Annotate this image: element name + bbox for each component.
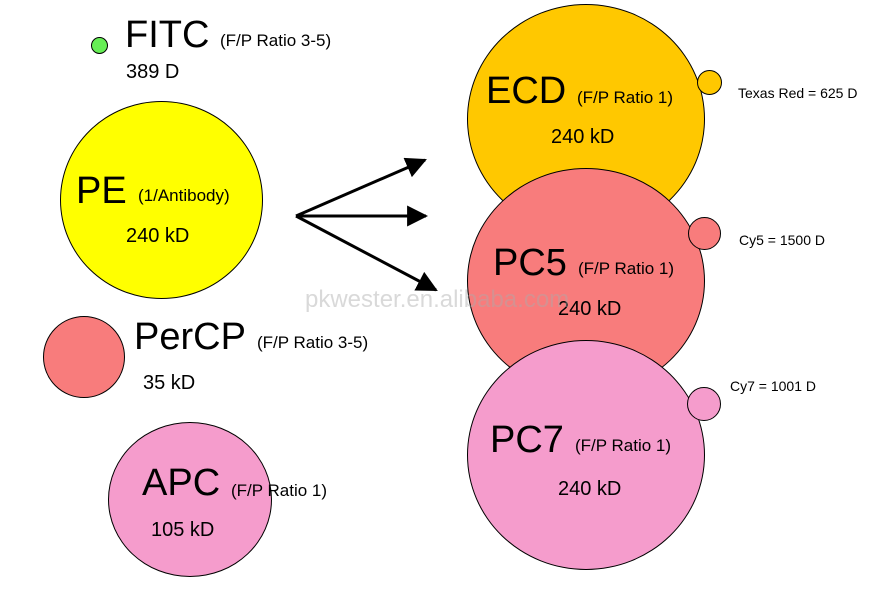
pc7-size: 240 kD	[558, 478, 622, 500]
fitc-name: FITC	[125, 14, 210, 56]
pe-size: 240 kD	[126, 225, 190, 247]
percp-name: PerCP	[134, 316, 246, 358]
texas-red-note: Texas Red = 625 D	[738, 85, 858, 101]
cy7-dot	[687, 387, 721, 421]
watermark: pkwester.en.alibaba.com	[305, 286, 570, 313]
apc-circle	[108, 422, 272, 577]
pe-ratio: (1/Antibody)	[138, 186, 230, 205]
arrow-to-ecd	[295, 157, 427, 218]
pc5-size: 240 kD	[558, 298, 622, 320]
apc-size: 105 kD	[151, 519, 215, 541]
cy5-note: Cy5 = 1500 D	[739, 232, 825, 248]
apc-ratio: (F/P Ratio 1)	[231, 481, 328, 500]
texas-red-dot	[697, 70, 722, 95]
percp-ratio: (F/P Ratio 3-5)	[257, 333, 369, 352]
percp-size: 35 kD	[143, 372, 196, 394]
apc-name: APC	[142, 462, 221, 504]
pc7-ratio: (F/P Ratio 1)	[575, 436, 672, 455]
pc7-name: PC7	[490, 419, 564, 461]
ecd-size: 240 kD	[551, 126, 615, 148]
pc5-name: PC5	[493, 242, 567, 284]
cy5-dot	[688, 217, 721, 250]
fitc-dot	[91, 37, 108, 54]
fitc-size: 389 D	[126, 61, 180, 83]
pe-circle	[60, 101, 263, 299]
cy7-note: Cy7 = 1001 D	[730, 378, 816, 394]
arrow-to-pc7	[295, 214, 438, 292]
ecd-name: ECD	[486, 70, 567, 112]
percp-circle	[43, 316, 125, 398]
pc5-ratio: (F/P Ratio 1)	[578, 259, 675, 278]
pc7-circle	[467, 340, 705, 570]
pe-name: PE	[76, 170, 127, 212]
fitc-ratio: (F/P Ratio 3-5)	[220, 31, 332, 50]
ecd-ratio: (F/P Ratio 1)	[577, 88, 674, 107]
